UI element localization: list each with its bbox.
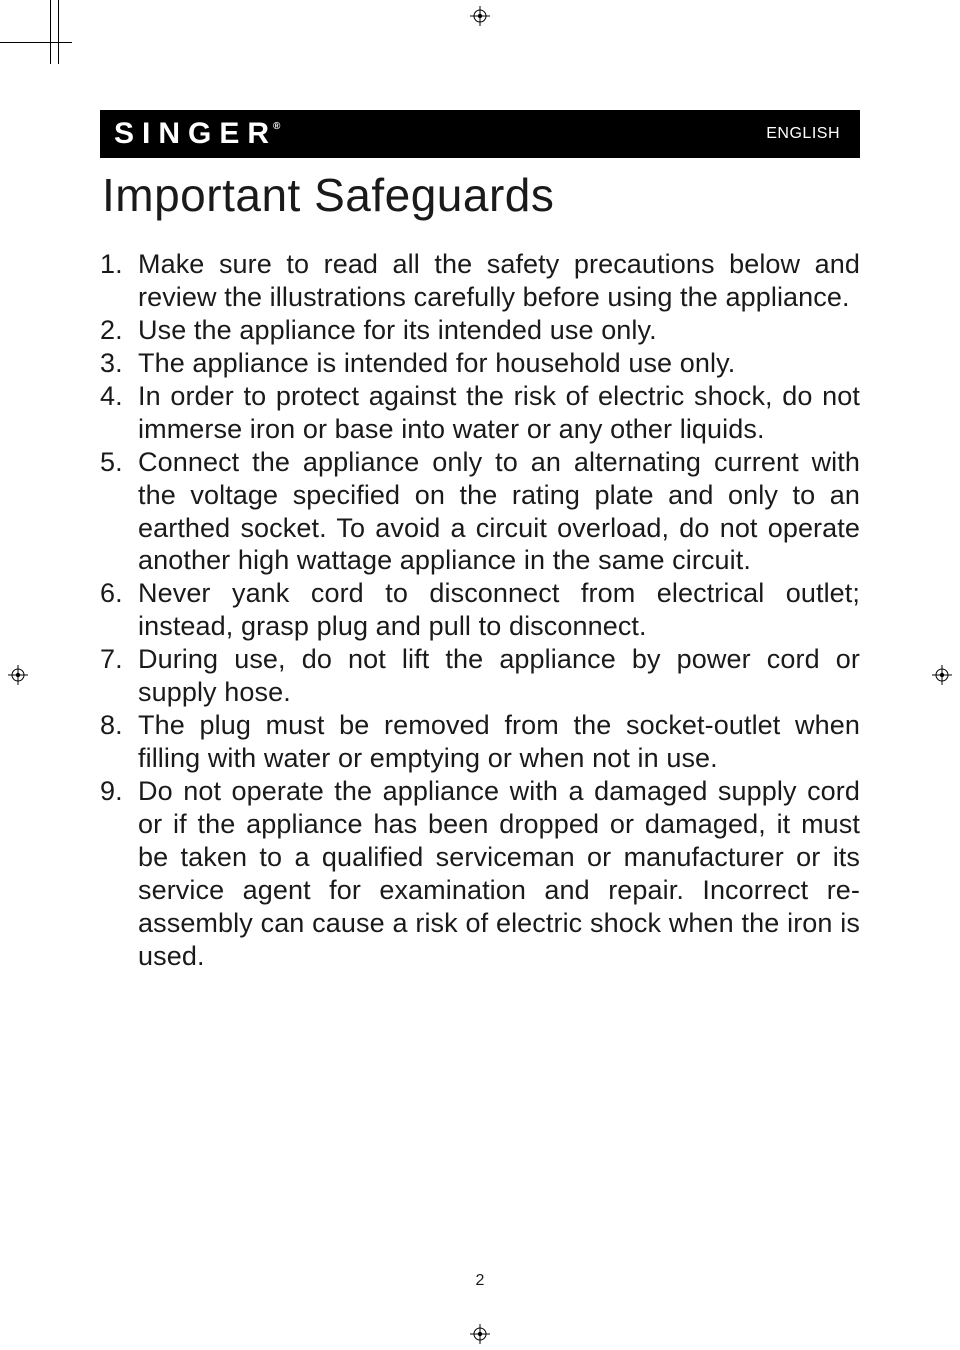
header-bar: SINGER® ENGLISH: [100, 110, 860, 158]
crop-mark: [50, 0, 51, 64]
list-item: During use, do not lift the appliance by…: [100, 643, 860, 709]
list-item: The appliance is intended for household …: [100, 347, 860, 380]
registration-mark-icon: [8, 665, 28, 685]
brand-logo: SINGER®: [114, 117, 284, 151]
crop-mark: [0, 42, 72, 43]
page: SINGER® ENGLISH Important Safeguards Mak…: [0, 0, 960, 1350]
registration-mark-icon: [470, 1324, 490, 1344]
page-title: Important Safeguards: [102, 168, 860, 222]
list-item: Do not operate the appliance with a dama…: [100, 775, 860, 973]
content-area: SINGER® ENGLISH Important Safeguards Mak…: [100, 110, 860, 973]
safeguards-list: Make sure to read all the safety precaut…: [100, 248, 860, 973]
list-item: Connect the appliance only to an alterna…: [100, 446, 860, 578]
list-item: Make sure to read all the safety precaut…: [100, 248, 860, 314]
list-item: In order to protect against the risk of …: [100, 380, 860, 446]
list-item: The plug must be removed from the socket…: [100, 709, 860, 775]
crop-mark: [58, 0, 59, 64]
registration-mark-icon: [932, 665, 952, 685]
page-number: 2: [0, 1272, 960, 1290]
brand-text: SINGER: [114, 117, 277, 150]
list-item: Use the appliance for its intended use o…: [100, 314, 860, 347]
list-item: Never yank cord to disconnect from elect…: [100, 577, 860, 643]
registered-trademark-icon: ®: [273, 121, 280, 132]
registration-mark-icon: [470, 6, 490, 26]
language-label: ENGLISH: [766, 125, 840, 143]
